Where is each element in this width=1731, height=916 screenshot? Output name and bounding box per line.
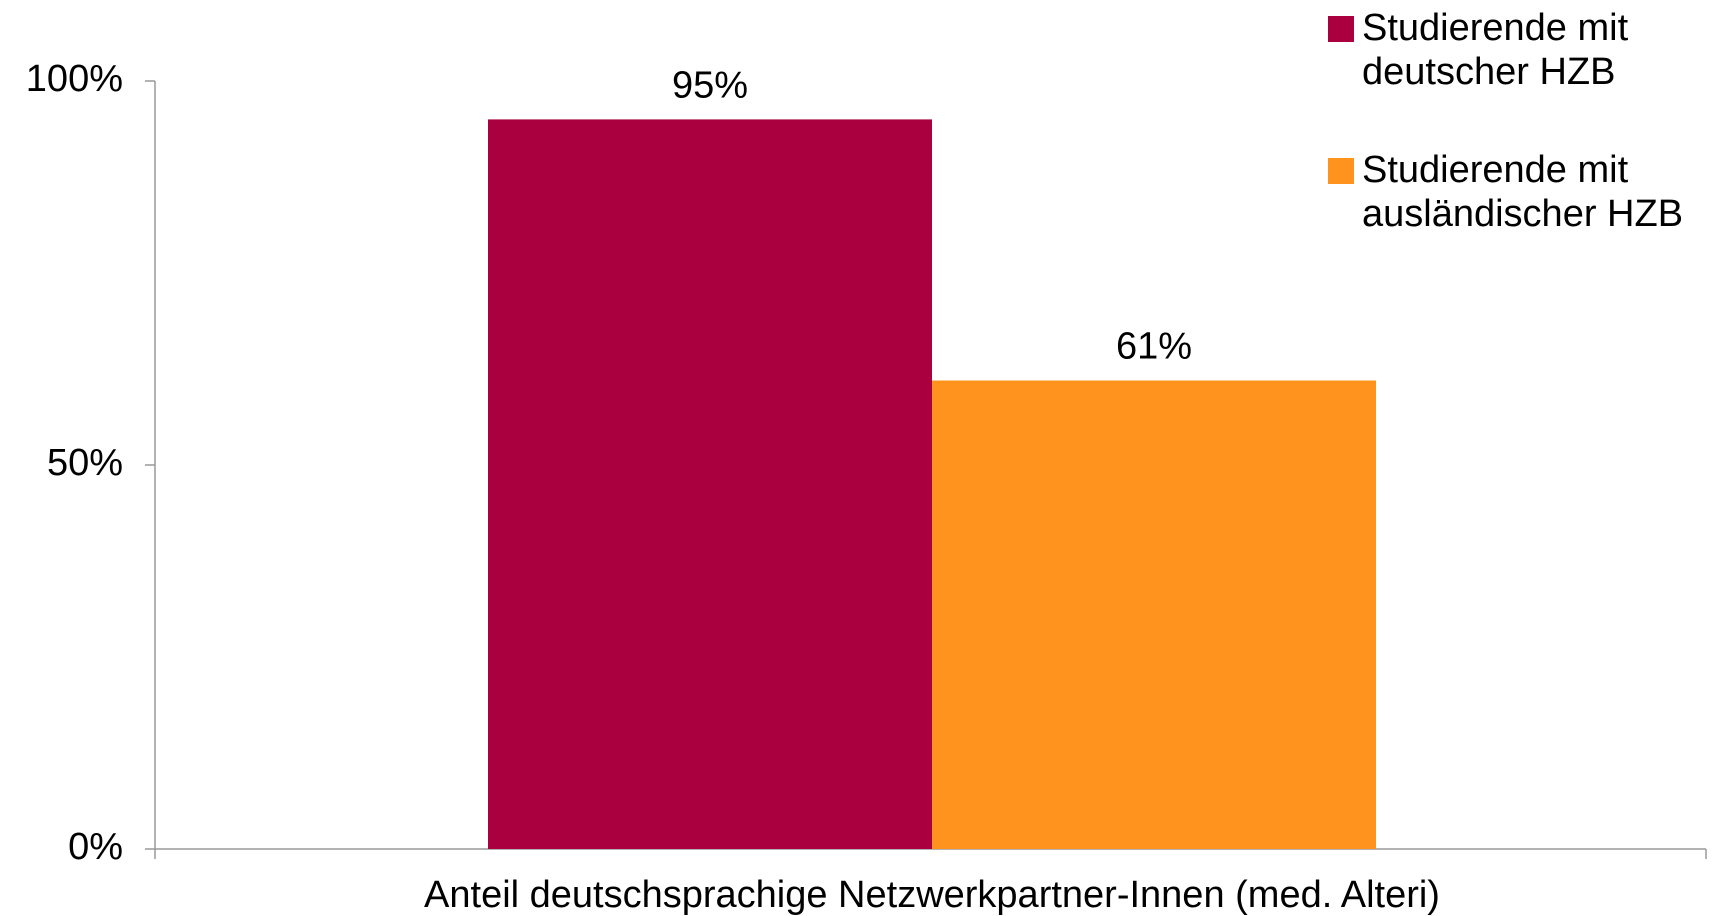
data-label: 61% [1116, 326, 1192, 368]
y-tick-label: 0% [68, 826, 123, 868]
bar [488, 119, 932, 849]
legend-label: Studierende mit deutscher HZB [1362, 7, 1629, 93]
bar [932, 380, 1376, 849]
legend-swatch [1328, 158, 1354, 184]
legend-swatch [1328, 16, 1354, 42]
data-label: 95% [672, 64, 748, 106]
y-tick-label: 100% [26, 58, 123, 100]
legend-label: Studierende mit ausländischer HZB [1362, 149, 1684, 235]
y-tick-label: 50% [47, 442, 123, 484]
x-tick-label: Anteil deutschsprachige Netzwerkpartner-… [424, 874, 1440, 916]
